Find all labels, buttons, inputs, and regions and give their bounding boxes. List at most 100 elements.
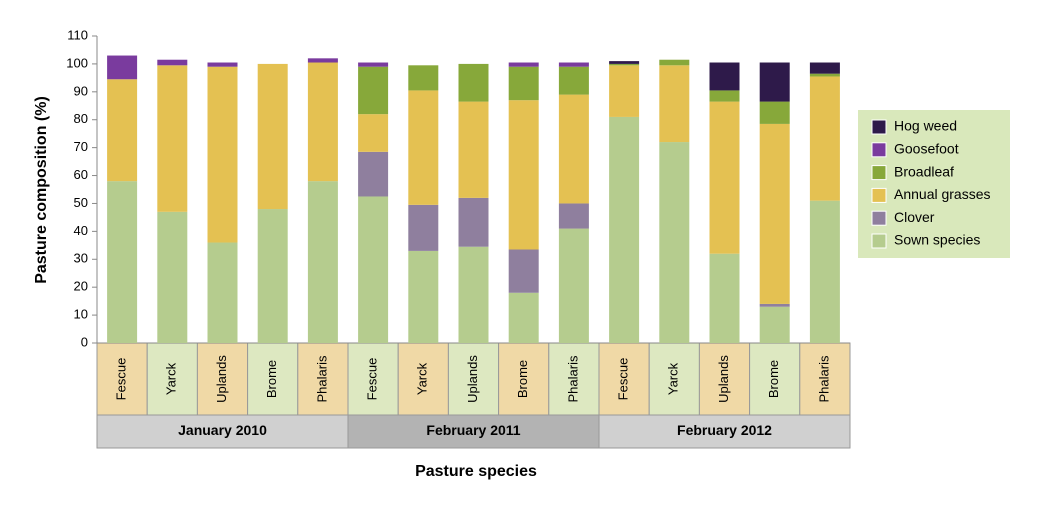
legend-label: Annual grasses: [894, 186, 991, 202]
bar-segment: [809, 76, 840, 201]
legend-swatch: [871, 233, 887, 249]
legend-label: Broadleaf: [894, 163, 954, 179]
y-tick-label: 70: [74, 139, 88, 154]
y-tick-label: 30: [74, 251, 88, 266]
category-cell: [146, 342, 198, 416]
bar-segment: [408, 250, 439, 343]
y-tick-label: 50: [74, 195, 88, 210]
y-axis-title: Pasture composition (%): [33, 96, 50, 284]
bar-segment: [157, 65, 188, 212]
x-tick-label: Fescue: [616, 358, 631, 401]
category-cell: [347, 342, 399, 416]
x-axis-title: Pasture species: [415, 463, 537, 480]
x-tick-label: Uplands: [214, 355, 229, 403]
x-tick-label: Fescue: [114, 358, 129, 401]
x-tick-label: Fescue: [365, 358, 380, 401]
bar-segment: [609, 65, 640, 117]
y-tick-label: 90: [74, 83, 88, 98]
bar-segment: [558, 203, 589, 229]
bar-segment: [458, 63, 489, 102]
bar-segment: [709, 253, 740, 343]
bar-segment: [659, 65, 690, 143]
bar-segment: [358, 196, 389, 343]
x-tick-label: Uplands: [716, 355, 731, 403]
bar-segment: [709, 62, 740, 91]
bar-segment: [207, 66, 238, 243]
bar-segment: [358, 151, 389, 197]
bar-segment: [809, 200, 840, 343]
y-tick-label: 40: [74, 223, 88, 238]
legend-swatch: [871, 119, 887, 135]
bar-segment: [157, 59, 188, 66]
bar-segment: [307, 181, 338, 343]
bar-segment: [508, 249, 539, 293]
group-label: January 2010: [178, 422, 267, 438]
bar-segment: [207, 242, 238, 343]
bar-segment: [408, 65, 439, 91]
bar-segment: [558, 94, 589, 204]
bar-segment: [759, 306, 790, 343]
x-tick-label: Phalaris: [314, 355, 329, 402]
bar-segment: [659, 59, 690, 66]
bar-segment: [207, 62, 238, 67]
group-cell: [347, 414, 600, 449]
bar-segment: [809, 62, 840, 74]
legend-label: Sown species: [894, 232, 980, 248]
bar-segment: [157, 211, 188, 343]
legend-box: [858, 110, 1010, 258]
bar-segment: [358, 114, 389, 152]
bar-segment: [307, 62, 338, 182]
legend-swatch: [871, 142, 887, 158]
legend-label: Goosefoot: [894, 141, 959, 157]
legend-label: Hog weed: [894, 118, 957, 134]
group-cell: [598, 414, 851, 449]
x-tick-label: Phalaris: [816, 355, 831, 402]
bar-segment: [458, 246, 489, 343]
bar-segment: [307, 58, 338, 63]
x-tick-label: Yarck: [415, 362, 430, 395]
y-tick-label: 80: [74, 111, 88, 126]
category-cell: [648, 342, 700, 416]
y-tick-label: 100: [66, 55, 88, 70]
x-tick-label: Brome: [766, 360, 781, 398]
bar-segment: [508, 62, 539, 67]
category-cell: [96, 342, 148, 416]
category-cell: [447, 342, 500, 416]
legend-swatch: [871, 187, 887, 203]
x-tick-label: Yarck: [666, 362, 681, 395]
y-tick-label: 10: [74, 307, 88, 322]
group-label: February 2011: [426, 422, 520, 438]
bar-segment: [759, 101, 790, 124]
x-tick-label: Uplands: [465, 355, 480, 403]
y-tick-label: 0: [81, 334, 88, 349]
bar-segment: [358, 66, 389, 115]
x-tick-label: Yarck: [164, 362, 179, 395]
legend-swatch: [871, 165, 887, 181]
group-label: February 2012: [677, 422, 772, 438]
bar-segment: [358, 62, 389, 67]
x-tick-label: Brome: [264, 360, 279, 398]
bar-segment: [759, 303, 790, 307]
y-tick-label: 20: [74, 279, 88, 294]
x-tick-label: Phalaris: [565, 355, 580, 402]
bar-segment: [558, 228, 589, 343]
bar-segment: [558, 66, 589, 95]
x-tick-label: Brome: [515, 360, 530, 398]
category-cell: [548, 342, 600, 416]
bar-segment: [709, 101, 740, 254]
group-cell: [96, 414, 349, 449]
bar-segment: [107, 55, 138, 80]
bar-segment: [107, 79, 138, 182]
bar-segment: [759, 123, 790, 304]
legend-label: Clover: [894, 209, 935, 225]
y-tick-label: 60: [74, 167, 88, 182]
bar-segment: [508, 292, 539, 343]
bar-segment: [609, 61, 640, 64]
bar-segment: [558, 62, 589, 67]
bar-segment: [609, 116, 640, 343]
bar-segment: [659, 142, 690, 343]
bar-segment: [759, 62, 790, 102]
bar-segment: [257, 63, 288, 210]
y-tick-label: 110: [67, 27, 88, 42]
bar-segment: [257, 209, 288, 343]
